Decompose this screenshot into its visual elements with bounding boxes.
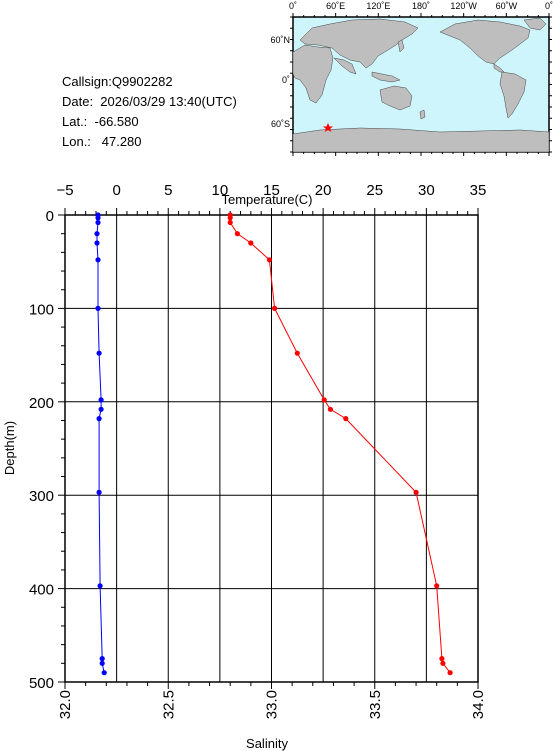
salinity-point: [97, 583, 103, 589]
map-lon-label: 0˚: [545, 1, 553, 11]
float-location-marker: [323, 123, 333, 132]
land-eurasia: [299, 18, 419, 69]
depth-tick-label: 0: [46, 208, 54, 225]
map-lon-label: 120˚W: [450, 1, 477, 11]
temperature-axis-title: Temperature(C): [221, 192, 312, 207]
salinity-point: [96, 350, 102, 356]
salinity-point: [96, 489, 102, 495]
temperature-line: [229, 215, 451, 674]
chart-grid: [64, 214, 479, 683]
salinity-point: [98, 406, 104, 412]
salinity-tick-label: 33.5: [367, 690, 384, 719]
axis-ticks: [58, 208, 479, 689]
land-greenland: [523, 17, 547, 31]
depth-axis-title: Depth(m): [2, 421, 17, 475]
temperature-tick-label: 30: [418, 182, 435, 199]
temperature-point: [294, 350, 300, 356]
land-arabia-india: [333, 57, 357, 75]
salinity-point: [99, 660, 105, 666]
salinity-point: [94, 240, 100, 246]
temperature-point: [434, 583, 440, 589]
temperature-tick-label: 10: [212, 182, 229, 199]
temperature-point: [439, 656, 445, 662]
temperature-point: [227, 215, 233, 221]
depth-tick-label: 200: [29, 395, 54, 412]
lon-text: Lon.: 47.280: [62, 134, 142, 149]
land-japan: [397, 39, 405, 53]
map-side-labels: 60˚N 0˚ 60˚S: [270, 35, 290, 129]
temperature-tick-label: 25: [366, 182, 383, 199]
temperature-tick-label: −5: [56, 182, 73, 199]
depth-tick-label: 100: [29, 301, 54, 318]
map-lon-label: 60˚E: [326, 1, 345, 11]
land-north-america: [439, 19, 531, 65]
salinity-point: [98, 397, 104, 403]
land-africa: [292, 44, 334, 104]
temperature-point: [248, 240, 254, 246]
map-lat-label: 60˚S: [271, 119, 290, 129]
salinity-tick-label: 34.0: [470, 690, 487, 719]
temperature-tick-label: 0: [112, 182, 120, 199]
map-top-labels: 0˚ 60˚E 120˚E 180˚ 120˚W 60˚W 0˚: [289, 1, 553, 11]
salinity-point: [101, 670, 107, 676]
salinity-tick-label: 32.0: [57, 690, 74, 719]
temperature-tick-label: 20: [315, 182, 332, 199]
map-lon-label: 60˚W: [496, 1, 518, 11]
salinity-line: [96, 215, 105, 673]
temperature-point: [440, 660, 446, 666]
temperature-tick-labels: −5 0 5 10 15 20 25 30 35: [56, 182, 486, 199]
map-lon-label: 180˚: [412, 1, 430, 11]
temperature-point: [227, 219, 233, 226]
temperature-point: [327, 406, 333, 412]
location-map: 0˚ 60˚E 120˚E 180˚ 120˚W 60˚W 0˚ 60˚N 0˚ 60˚S: [270, 1, 553, 156]
temperature-point: [234, 231, 240, 237]
salinity-point: [95, 219, 101, 226]
depth-tick-label: 400: [29, 582, 54, 599]
temperature-tick-label: 35: [470, 182, 487, 199]
series-layer: [94, 212, 453, 676]
temperature-point: [272, 305, 278, 311]
float-info: Callsign:Q9902282 Date: 2026/03/29 13:40…: [62, 72, 237, 152]
temperature-tick-label: 5: [164, 182, 172, 199]
salinity-tick-label: 32.5: [160, 690, 177, 719]
salinity-point: [94, 231, 100, 237]
land-sea-islands: [371, 71, 401, 83]
salinity-point: [95, 305, 101, 311]
depth-tick-label: 500: [29, 675, 54, 692]
map-lat-label: 0˚: [282, 75, 290, 85]
salinity-axis-title: Salinity: [246, 736, 288, 751]
temperature-point: [413, 489, 419, 495]
map-lon-label: 0˚: [289, 1, 297, 11]
temperature-tick-label: 15: [263, 182, 280, 199]
temperature-point: [447, 670, 453, 676]
salinity-point: [95, 257, 101, 263]
salinity-point: [96, 416, 102, 422]
lat-text: Lat.: -66.580: [62, 114, 139, 129]
salinity-point: [95, 215, 101, 221]
map-lat-label: 60˚N: [270, 35, 290, 45]
depth-tick-labels: 0 100 200 300 400 500: [29, 208, 54, 692]
temperature-point: [321, 397, 327, 403]
temperature-point: [266, 257, 272, 263]
depth-tick-label: 300: [29, 488, 54, 505]
land-nz: [419, 109, 426, 120]
date-text: Date: 2026/03/29 13:40(UTC): [62, 94, 237, 109]
callsign-text: Callsign:Q9902282: [62, 74, 173, 89]
salinity-tick-label: 33.0: [264, 690, 281, 719]
salinity-tick-labels: 32.0 32.5 33.0 33.5 34.0: [57, 690, 487, 719]
map-land: [292, 17, 550, 153]
land-south-america: [499, 71, 527, 119]
map-lon-label: 120˚E: [366, 1, 390, 11]
land-australia: [379, 85, 413, 111]
salinity-point: [99, 656, 105, 662]
temperature-point: [343, 416, 349, 422]
